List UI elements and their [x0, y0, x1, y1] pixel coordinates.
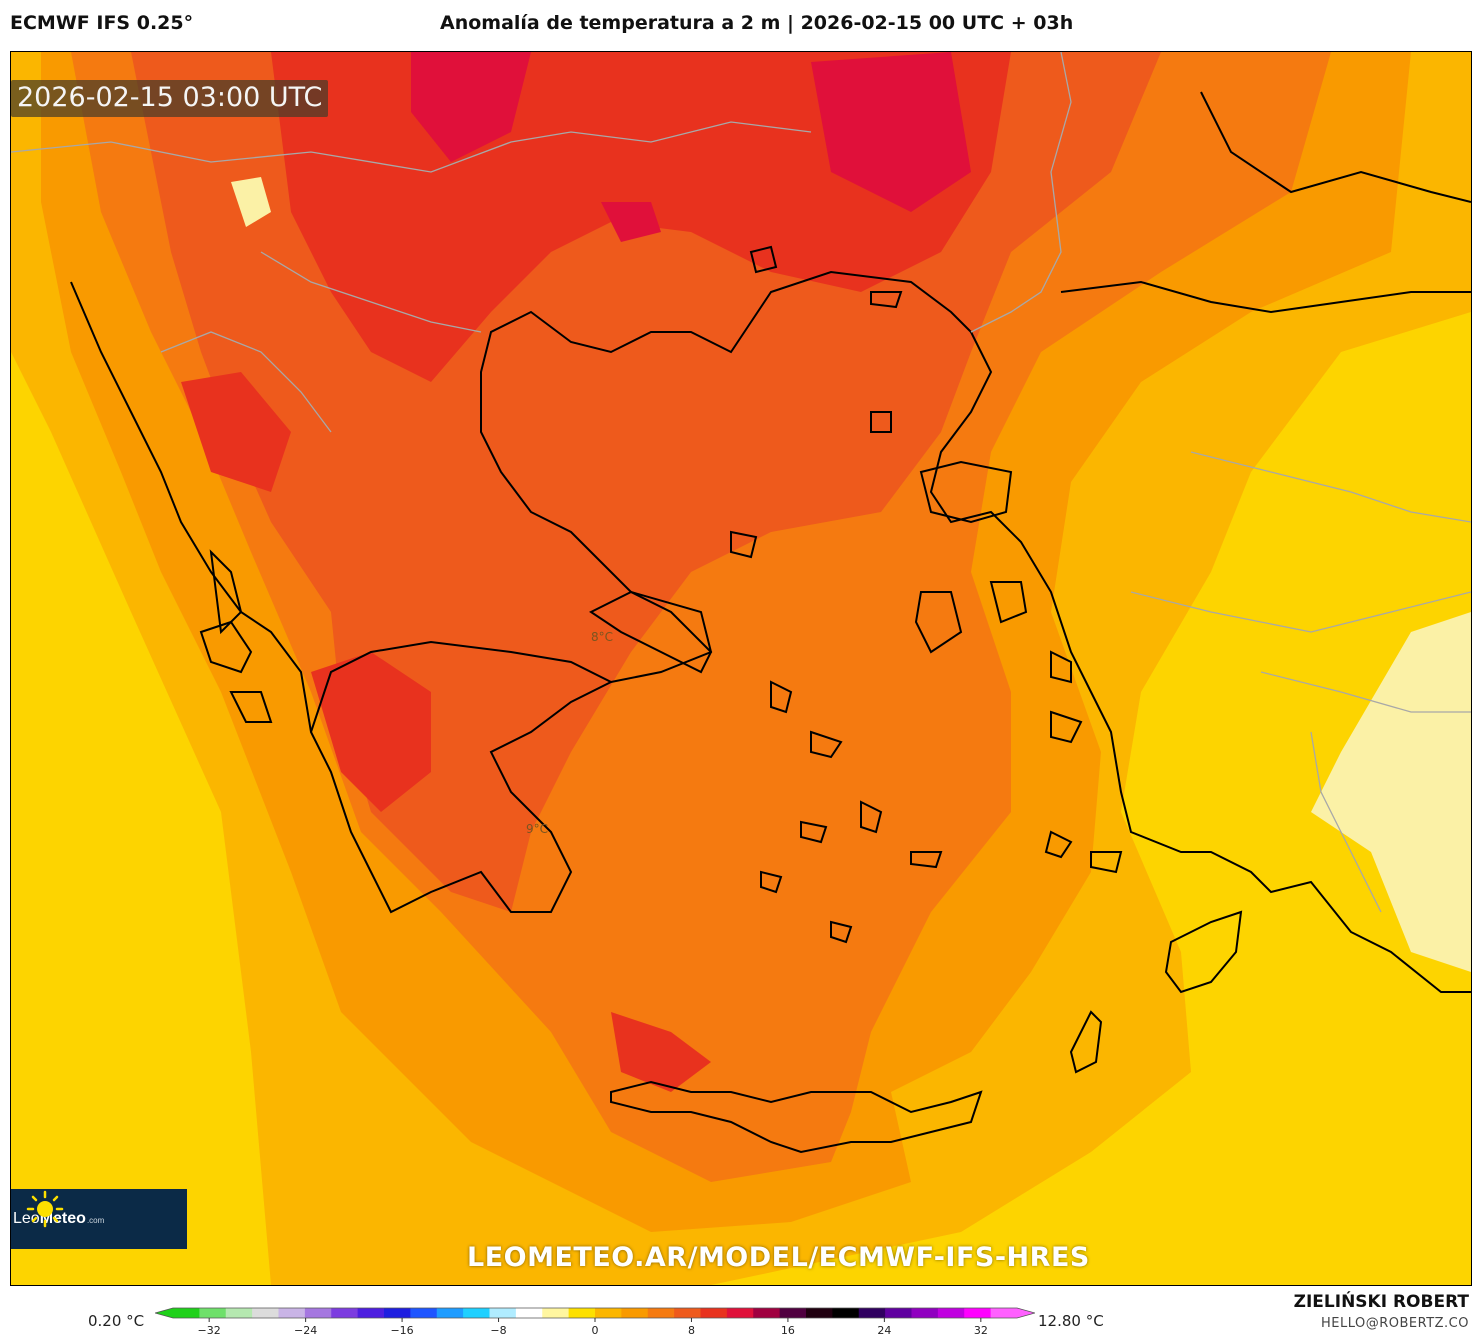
colorbar-segment — [990, 1308, 1018, 1318]
model-name: ECMWF IFS 0.25° — [10, 12, 194, 34]
leometeo-logo[interactable]: LeoMeteo.com — [11, 1189, 187, 1249]
colorbar-tick-label: −32 — [197, 1324, 221, 1337]
colorbar-segment — [911, 1308, 939, 1318]
colorbar — [155, 1307, 1035, 1322]
colorbar-segment — [885, 1308, 912, 1318]
colorbar-segment — [621, 1308, 649, 1318]
point-label: 9°C — [526, 822, 549, 836]
colorbar-tick-label: 24 — [877, 1324, 892, 1337]
map-canvas — [11, 52, 1471, 1285]
colorbar-segment — [964, 1308, 992, 1318]
colorbar-segment — [647, 1308, 675, 1318]
point-label: 8°C — [591, 630, 614, 644]
logo-text: LeoMeteo.com — [13, 1210, 105, 1227]
colorbar-frame — [155, 1307, 1035, 1319]
map-title: Anomalía de temperatura a 2 m | 2026-02-… — [440, 12, 1074, 34]
colorbar-tick-label: −16 — [390, 1324, 414, 1337]
colorbar-segment — [304, 1308, 332, 1318]
colorbar-segment — [542, 1308, 570, 1318]
colorbar-segment — [726, 1308, 754, 1318]
colorbar-segment — [515, 1308, 543, 1318]
colorbar-segment — [463, 1308, 490, 1318]
colorbar-segment — [436, 1308, 464, 1318]
colorbar-segment — [832, 1308, 860, 1318]
colorbar-min-arrow — [155, 1308, 173, 1318]
colorbar-segment — [937, 1308, 965, 1318]
colorbar-segment — [252, 1308, 279, 1318]
colorbar-tick-label: −8 — [490, 1324, 507, 1337]
colorbar-segment — [410, 1308, 438, 1318]
colorbar-segment — [595, 1308, 622, 1318]
colorbar-segment — [357, 1308, 385, 1318]
colorbar-segment — [278, 1308, 306, 1318]
colorbar-segment — [779, 1308, 807, 1318]
colorbar-segment — [674, 1308, 701, 1318]
watermark-url: LEOMETEO.AR/MODEL/ECMWF-IFS-HRES — [467, 1242, 1090, 1273]
colorbar-max-label: 12.80 °C — [1038, 1312, 1104, 1330]
colorbar-min-label: 0.20 °C — [88, 1312, 145, 1330]
colorbar-legend: 0.20 °C −32 −24 −16 −8 0 8 16 24 32 12.80 °C — [0, 1290, 1479, 1339]
colorbar-segment — [173, 1308, 200, 1318]
anomaly-map: 2026-02-15 03:00 UTC 8°C 9°C LeoMeteo.co… — [10, 51, 1472, 1286]
colorbar-segment — [858, 1308, 886, 1318]
colorbar-max-arrow — [1017, 1308, 1035, 1318]
colorbar-segment — [568, 1308, 596, 1318]
colorbar-tick-label: 32 — [973, 1324, 988, 1337]
colorbar-segment — [489, 1308, 517, 1318]
author-email[interactable]: HELLO@ROBERTZ.CO — [1320, 1316, 1469, 1331]
sun-icon — [26, 1190, 64, 1228]
colorbar-segment — [331, 1308, 359, 1318]
author-name: ZIELIŃSKI ROBERT — [1293, 1292, 1469, 1312]
colorbar-segment — [806, 1308, 833, 1318]
colorbar-tick-label: −24 — [294, 1324, 318, 1337]
valid-time-label: 2026-02-15 03:00 UTC — [11, 80, 329, 117]
colorbar-segment — [753, 1308, 781, 1318]
colorbar-segment — [700, 1308, 728, 1318]
colorbar-tick-label: 8 — [687, 1324, 695, 1337]
colorbar-tick-label: 16 — [780, 1324, 795, 1337]
colorbar-segment — [225, 1308, 253, 1318]
colorbar-tick-label: 0 — [591, 1324, 599, 1337]
colorbar-segment — [199, 1308, 227, 1318]
colorbar-segment — [384, 1308, 411, 1318]
